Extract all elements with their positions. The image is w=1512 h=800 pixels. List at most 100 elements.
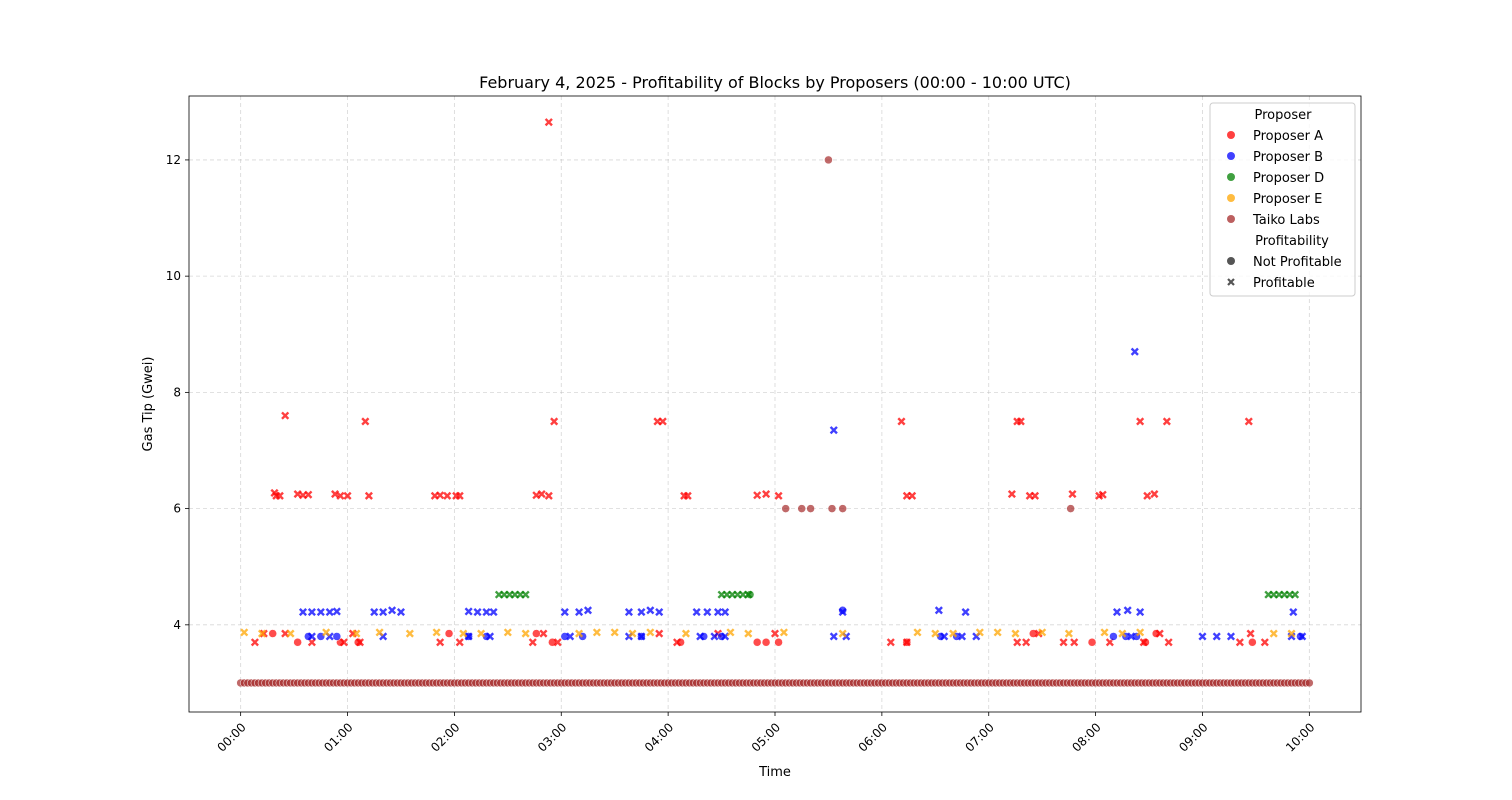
- data-point-profitable: [370, 607, 379, 617]
- data-point-profitable: [993, 628, 1002, 637]
- legend-hue-entries: Proposer A Proposer B Proposer D Proposer E…: [1227, 129, 1324, 228]
- data-point-profitable: [275, 491, 284, 500]
- data-point-profitable: [744, 629, 753, 638]
- data-point-profitable: [485, 632, 495, 641]
- data-point-profitable: [361, 417, 370, 426]
- data-point-profitable: [1289, 607, 1298, 617]
- data-point-profitable: [681, 629, 690, 638]
- data-point-profitable: [352, 629, 361, 638]
- y-axis-ticks: 4 6 8 10 12: [166, 153, 189, 632]
- data-point-profitable: [753, 491, 762, 500]
- data-point-profitable: [1298, 632, 1307, 641]
- data-point-not-profitable: [353, 638, 363, 647]
- data-point-profitable: [575, 629, 584, 638]
- x-tick-label: 02:00: [428, 720, 462, 754]
- data-point-profitable: [336, 491, 345, 500]
- y-tick-label: 10: [166, 269, 181, 283]
- data-point-profitable: [405, 629, 414, 638]
- data-point-profitable: [532, 491, 541, 500]
- x-tick-label: 00:00: [214, 720, 248, 754]
- data-point-profitable: [1291, 590, 1300, 599]
- data-point-profitable: [1155, 629, 1164, 638]
- data-point-profitable: [455, 491, 464, 500]
- data-point-profitable: [1038, 628, 1047, 637]
- data-point-profitable: [539, 629, 548, 638]
- data-point-not-profitable: [1087, 638, 1097, 647]
- data-point-profitable: [250, 638, 259, 647]
- data-point-profitable: [975, 628, 984, 637]
- data-point-profitable: [1013, 638, 1022, 647]
- series-proposer-d: [494, 590, 1300, 599]
- data-point-profitable: [726, 628, 735, 637]
- grid-layer: [189, 96, 1361, 712]
- data-point-not-profitable: [774, 638, 783, 647]
- data-point-profitable: [683, 491, 692, 500]
- data-point-profitable: [322, 628, 331, 637]
- series-proposer-b: [298, 347, 1307, 641]
- data-point-profitable: [325, 607, 334, 617]
- data-point-profitable: [550, 417, 559, 426]
- data-points-layer: [236, 118, 1314, 688]
- legend-style-title: Profitability: [1255, 234, 1329, 249]
- data-point-profitable: [503, 628, 512, 637]
- series-proposer-e: [240, 628, 1296, 638]
- data-point-profitable: [637, 607, 646, 617]
- data-point-profitable: [1150, 490, 1159, 499]
- data-point-profitable: [1136, 607, 1145, 617]
- y-axis-label: Gas Tip (Gwei): [141, 357, 156, 452]
- data-point-profitable: [710, 632, 719, 641]
- data-point-profitable: [1130, 347, 1139, 356]
- data-point-not-profitable: [745, 590, 755, 599]
- data-point-profitable: [240, 628, 249, 637]
- data-point-profitable: [1139, 638, 1148, 647]
- data-point-profitable: [1260, 638, 1269, 647]
- data-point-profitable: [628, 629, 637, 638]
- y-tick-label: 6: [173, 502, 181, 516]
- data-point-profitable: [339, 638, 349, 647]
- data-point-profitable: [655, 629, 664, 638]
- legend-marker: [1227, 194, 1235, 202]
- data-point-not-profitable: [532, 629, 541, 638]
- data-point-not-profitable: [293, 638, 302, 647]
- data-point-profitable: [443, 491, 452, 500]
- data-point-profitable: [721, 607, 730, 617]
- legend-label: Taiko Labs: [1252, 213, 1320, 228]
- data-point-profitable: [940, 632, 949, 641]
- legend-label: Not Profitable: [1253, 255, 1342, 270]
- legend-marker: [1227, 131, 1235, 139]
- y-tick-label: 12: [166, 153, 181, 167]
- data-point-profitable: [544, 491, 553, 500]
- series-proposer-a: [250, 118, 1269, 647]
- x-tick-label: 06:00: [856, 720, 890, 754]
- data-point-profitable: [459, 629, 468, 638]
- series-taiko-labs: [236, 155, 1314, 688]
- data-point-profitable: [1118, 629, 1127, 638]
- data-point-profitable: [544, 118, 553, 127]
- data-point-profitable: [1112, 607, 1122, 617]
- data-point-not-profitable: [444, 629, 454, 638]
- data-point-not-profitable: [838, 606, 847, 615]
- data-point-profitable: [364, 491, 373, 500]
- data-point-not-profitable: [824, 155, 833, 165]
- data-point-profitable: [331, 490, 340, 499]
- data-point-profitable: [592, 628, 601, 637]
- x-tick-label: 07:00: [962, 720, 996, 754]
- y-tick-label: 8: [173, 385, 181, 399]
- data-point-profitable: [575, 607, 584, 617]
- data-point-profitable: [1016, 417, 1025, 426]
- data-point-profitable: [1269, 629, 1278, 638]
- data-point-not-profitable: [781, 504, 790, 513]
- data-point-profitable: [658, 417, 667, 426]
- legend-box: [1209, 102, 1356, 297]
- data-point-profitable: [553, 638, 562, 647]
- data-point-profitable: [762, 490, 771, 499]
- data-point-profitable: [1244, 417, 1253, 426]
- data-point-profitable: [829, 632, 838, 641]
- data-point-profitable: [897, 417, 906, 426]
- legend-label: Proposer B: [1253, 150, 1323, 165]
- data-point-profitable: [379, 607, 388, 617]
- data-point-profitable: [886, 638, 895, 647]
- legend-marker: [1227, 257, 1235, 265]
- data-point-profitable: [477, 629, 486, 638]
- data-point-profitable: [934, 606, 943, 615]
